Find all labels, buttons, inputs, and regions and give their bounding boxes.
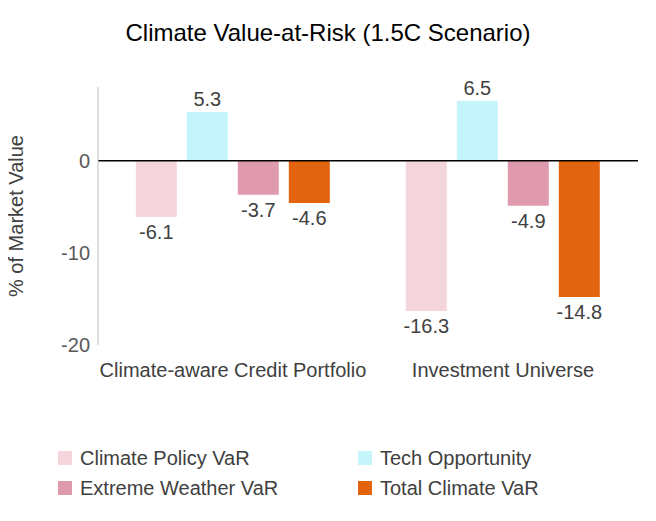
- svg-text:-10: -10: [61, 242, 90, 264]
- svg-text:-20: -20: [61, 334, 90, 356]
- svg-text:% of Market Value: % of Market Value: [8, 135, 27, 297]
- svg-text:-14.8: -14.8: [557, 301, 603, 323]
- svg-text:Climate-aware Credit Portfolio: Climate-aware Credit Portfolio: [100, 359, 367, 381]
- svg-text:0: 0: [79, 150, 90, 172]
- html-text:Total Climate VaR: Total Climate VaR: [380, 476, 539, 499]
- svg-text:-4.9: -4.9: [511, 210, 545, 232]
- svg-text:-16.3: -16.3: [404, 315, 450, 337]
- html-text:Extreme Weather VaR: Extreme Weather VaR: [80, 476, 279, 499]
- html-text:Tech Opportunity: Tech Opportunity: [380, 446, 532, 469]
- svg-text:6.5: 6.5: [463, 77, 491, 99]
- html-text:Climate Policy VaR: Climate Policy VaR: [80, 446, 250, 469]
- svg-text:5.3: 5.3: [193, 88, 221, 110]
- svg-text:-6.1: -6.1: [139, 221, 173, 243]
- html-text:Climate Value-at-Risk (1.5C Sc: Climate Value-at-Risk (1.5C Scenario): [125, 19, 531, 46]
- svg-text:-4.6: -4.6: [292, 207, 326, 229]
- svg-text:-3.7: -3.7: [241, 199, 275, 221]
- svg-text:Investment Universe: Investment Universe: [412, 359, 594, 381]
